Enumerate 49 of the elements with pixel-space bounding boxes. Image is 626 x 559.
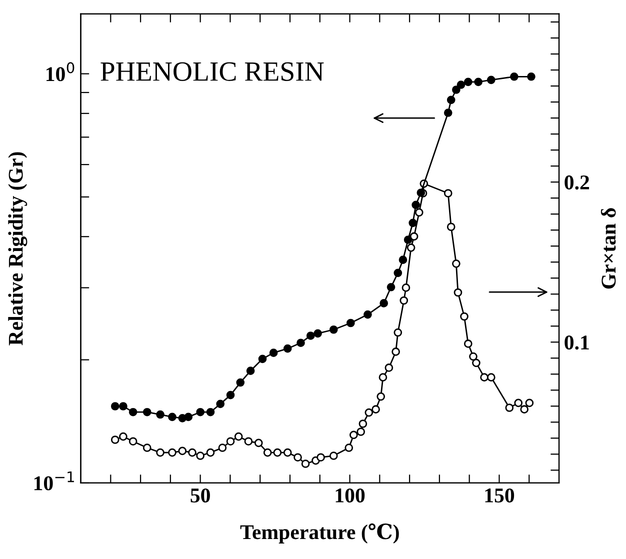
y2-tick-label: 0.2 <box>564 175 590 190</box>
point <box>119 402 128 410</box>
point <box>314 329 322 338</box>
point <box>404 236 412 244</box>
point <box>408 218 418 228</box>
point <box>412 200 420 210</box>
point <box>236 378 245 387</box>
point <box>346 318 355 328</box>
point <box>464 78 472 86</box>
point <box>510 72 518 81</box>
point <box>258 354 267 364</box>
point <box>380 299 388 308</box>
point <box>142 408 152 416</box>
point <box>196 408 204 416</box>
point <box>444 108 452 117</box>
point <box>296 338 305 348</box>
point <box>306 332 315 340</box>
y2-axis-title: Gr×tan δ <box>600 208 616 289</box>
point <box>184 412 193 422</box>
point <box>226 390 235 400</box>
point <box>398 256 408 264</box>
point <box>394 268 402 278</box>
point <box>168 412 176 422</box>
point <box>474 78 482 86</box>
y-axis-title: Relative Rigidity (Gr) <box>8 152 28 346</box>
point <box>386 282 396 292</box>
y-tick-label: 10$^{−1}$ <box>34 471 74 490</box>
x-tick-label: 50 <box>190 488 210 502</box>
point <box>527 72 536 81</box>
point <box>452 86 460 94</box>
point <box>283 344 292 353</box>
point <box>269 348 278 357</box>
point <box>329 325 338 334</box>
annotation: PHENOLIC RESIN <box>100 62 324 81</box>
point <box>206 408 215 416</box>
point <box>110 402 120 410</box>
y2-tick-label: 0.1 <box>564 335 589 350</box>
point <box>246 366 255 375</box>
point <box>156 410 164 419</box>
x-axis-title: Temperature (℃) <box>240 523 399 544</box>
point <box>446 96 456 104</box>
point <box>128 408 138 416</box>
point <box>486 76 496 84</box>
x-tick-label: 100 <box>336 488 365 502</box>
point <box>456 80 466 89</box>
y-tick-label: 10$^{0}$ <box>46 62 74 82</box>
point <box>216 400 225 408</box>
x-tick-label: 150 <box>485 488 514 502</box>
point <box>364 310 372 319</box>
